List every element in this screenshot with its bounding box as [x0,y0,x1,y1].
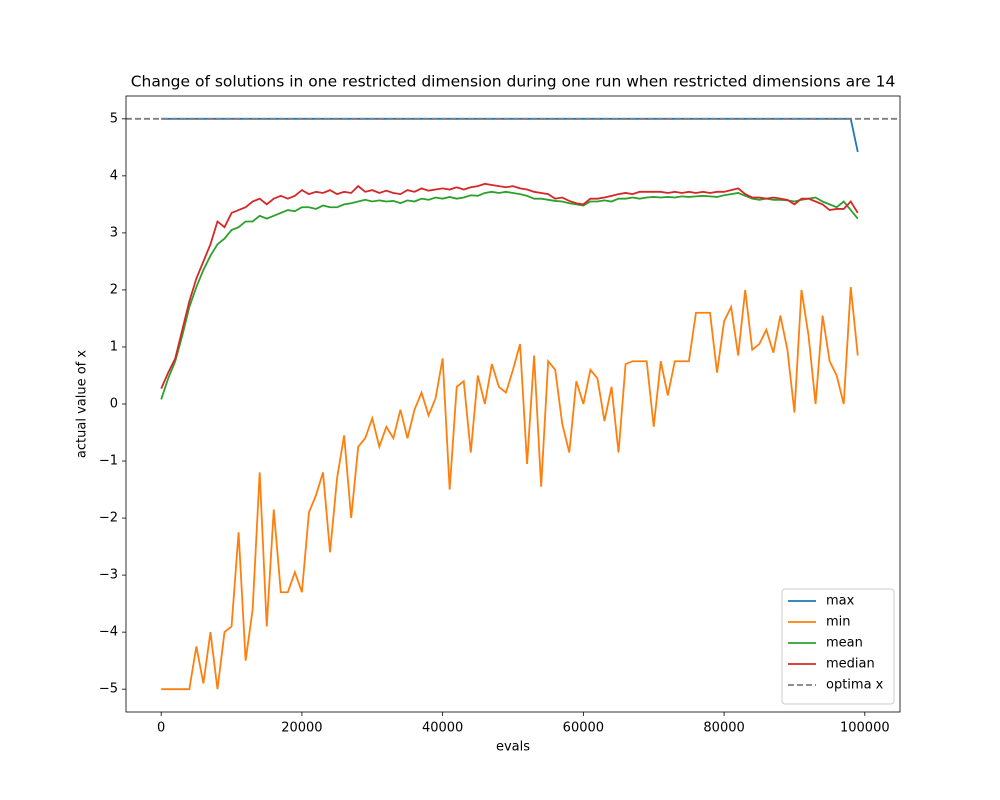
legend-label: optima x [826,678,884,693]
chart-title: Change of solutions in one restricted di… [131,73,896,91]
x-tick-label: 20000 [281,721,322,736]
y-tick-label: 4 [110,168,118,183]
x-tick-label: 100000 [840,721,890,736]
x-tick-label: 60000 [563,721,604,736]
y-tick-label: −5 [99,682,118,697]
x-tick-label: 80000 [703,721,744,736]
x-tick-label: 40000 [422,721,463,736]
y-tick-label: 5 [110,111,118,126]
legend-label: median [826,657,875,672]
legend-label: max [826,594,855,609]
x-axis-label: evals [496,740,530,755]
legend-label: min [826,615,851,630]
plot-frame [125,95,901,713]
y-tick-label: −4 [99,625,118,640]
series-line [160,182,859,389]
y-axis-label: actual value of x [75,350,90,458]
y-tick-label: 0 [110,397,118,412]
legend-label: mean [826,636,863,651]
legend-box [781,588,895,705]
y-tick-label: 2 [110,282,118,297]
series-line [161,286,859,691]
series-line [160,190,859,400]
y-tick-label: −3 [99,568,118,583]
y-tick-label: 1 [110,339,118,354]
y-tick-label: −1 [99,454,118,469]
y-tick-label: 3 [110,225,118,240]
x-tick-label: 0 [157,721,165,736]
legend: max min mean median optima x [781,588,895,705]
y-tick-label: −2 [99,511,118,526]
